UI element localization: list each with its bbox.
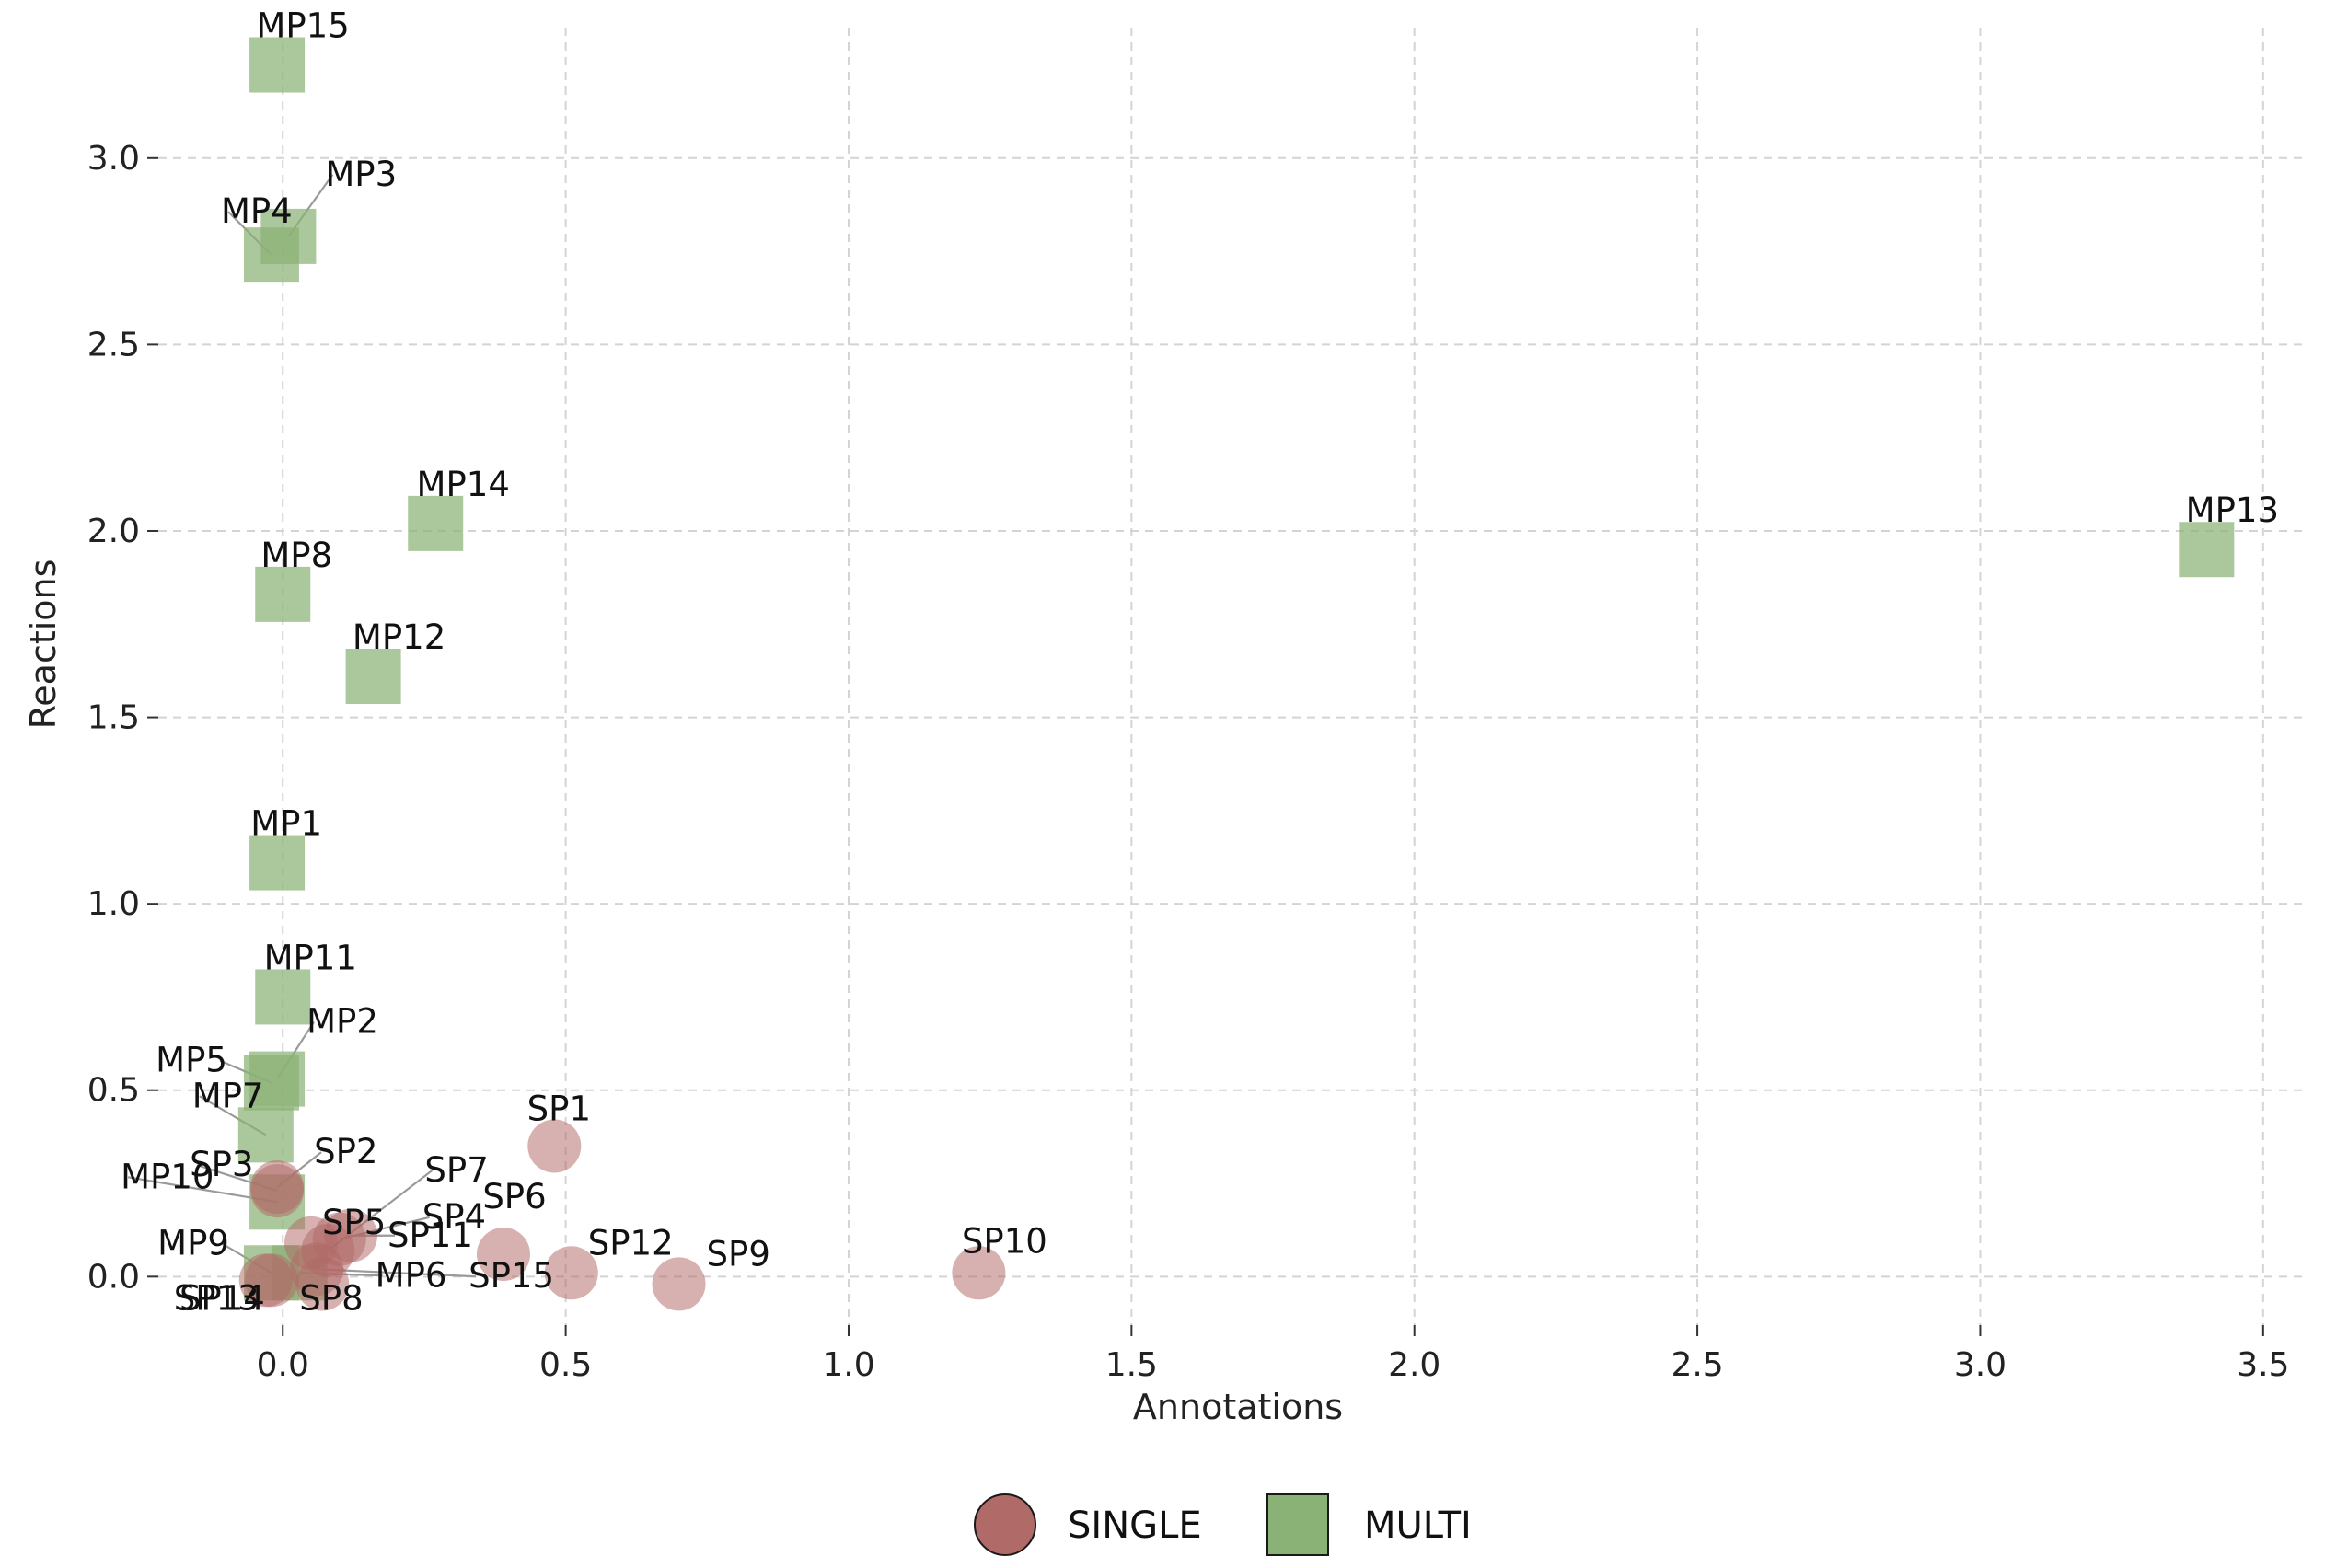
x-tick-label: 1.0 <box>822 1346 874 1384</box>
x-tick-label: 3.0 <box>1954 1346 2006 1384</box>
point-label-sp12: SP12 <box>588 1223 674 1262</box>
x-tick-label: 0.0 <box>257 1346 309 1384</box>
y-axis: 0.0 0.5 1.0 1.5 2.0 2.5 3.0 <box>87 140 158 1296</box>
point-label-mp10: MP10 <box>121 1157 214 1196</box>
point-label-sp14: SP14 <box>179 1278 265 1318</box>
multi-point-mp12 <box>345 649 401 704</box>
multi-point-mp11 <box>255 969 311 1025</box>
multi-point-mp15 <box>249 37 306 93</box>
single-point-sp11 <box>324 1208 378 1262</box>
legend: SINGLE MULTI <box>974 1493 1472 1556</box>
point-label-mp3: MP3 <box>325 155 397 194</box>
point-label-sp4: SP4 <box>422 1197 486 1237</box>
point-label-sp11: SP11 <box>387 1216 473 1255</box>
point-label-mp7: MP7 <box>192 1076 264 1115</box>
point-label-sp1: SP1 <box>527 1090 591 1129</box>
grid <box>158 28 2308 1325</box>
point-label-sp2: SP2 <box>314 1132 377 1171</box>
x-tick-label: 0.5 <box>539 1346 592 1384</box>
point-label-sp8: SP8 <box>299 1278 363 1318</box>
point-label-sp9: SP9 <box>707 1234 770 1274</box>
single-point-sp9 <box>652 1257 706 1311</box>
point-label-mp1: MP1 <box>250 804 322 844</box>
legend-single-label: SINGLE <box>1068 1505 1202 1547</box>
multi-point-mp5 <box>243 1055 299 1111</box>
point-label-sp5: SP5 <box>322 1203 386 1242</box>
x-tick-label: 1.5 <box>1105 1346 1158 1384</box>
x-axis-title: Annotations <box>1133 1387 1343 1427</box>
multi-point-mp1 <box>249 835 306 891</box>
point-label-sp10: SP10 <box>962 1221 1047 1261</box>
single-point-sp15 <box>290 1242 344 1297</box>
y-tick-label: 2.0 <box>87 513 140 550</box>
single-point-sp12 <box>544 1246 598 1300</box>
y-axis-title: Reactions <box>23 559 64 730</box>
multi-point-mp13 <box>2179 522 2235 578</box>
point-label-mp9: MP9 <box>157 1223 229 1262</box>
y-tick-label: 0.0 <box>87 1258 140 1296</box>
point-label-mp13: MP13 <box>2186 490 2279 530</box>
x-tick-label: 2.0 <box>1388 1346 1440 1384</box>
legend-multi-label: MULTI <box>1364 1505 1472 1547</box>
point-label-mp12: MP12 <box>353 617 445 657</box>
label-leader-lines <box>127 174 477 1278</box>
point-label-mp15: MP15 <box>256 6 349 46</box>
point-label-mp5: MP5 <box>156 1041 227 1080</box>
multi-point-mp14 <box>408 495 464 551</box>
point-label-mp6: MP6 <box>376 1255 447 1295</box>
x-tick-label: 3.5 <box>2237 1346 2289 1384</box>
point-label-mp2: MP2 <box>306 1002 378 1042</box>
single-point-sp14 <box>244 1253 298 1308</box>
y-tick-label: 1.5 <box>87 699 140 737</box>
legend-multi-marker <box>1266 1493 1329 1556</box>
multi-point-mp8 <box>255 566 311 622</box>
y-tick-label: 3.0 <box>87 140 140 178</box>
point-label-sp7: SP7 <box>424 1150 488 1190</box>
point-labels: MP1 MP2 MP3 MP4 MP5 MP6 MP7 MP8 MP9 MP10 MP11 MP12 M… <box>121 6 2279 1319</box>
y-tick-label: 1.0 <box>87 885 140 923</box>
legend-single-marker <box>974 1493 1036 1556</box>
point-label-mp8: MP8 <box>260 536 332 575</box>
point-label-sp3: SP3 <box>190 1145 253 1184</box>
point-label-sp15: SP15 <box>468 1256 554 1296</box>
y-tick-label: 0.5 <box>87 1072 140 1110</box>
point-label-mp11: MP11 <box>264 938 357 977</box>
x-axis: 0.0 0.5 1.0 1.5 2.0 2.5 3.0 3.5 <box>257 1325 2289 1384</box>
point-label-sp13: SP13 <box>174 1278 260 1318</box>
point-label-mp14: MP14 <box>417 465 510 504</box>
y-tick-label: 2.5 <box>87 326 140 363</box>
data-points <box>237 37 2235 1311</box>
multi-point-mp4 <box>243 227 299 283</box>
multi-point-mp7 <box>237 1107 294 1163</box>
single-point-sp10 <box>952 1246 1006 1300</box>
point-label-sp6: SP6 <box>482 1177 546 1216</box>
x-tick-label: 2.5 <box>1671 1346 1723 1384</box>
point-label-mp4: MP4 <box>221 191 293 231</box>
single-point-sp3 <box>250 1164 305 1218</box>
single-point-sp1 <box>527 1119 582 1173</box>
single-point-sp6 <box>476 1228 530 1282</box>
